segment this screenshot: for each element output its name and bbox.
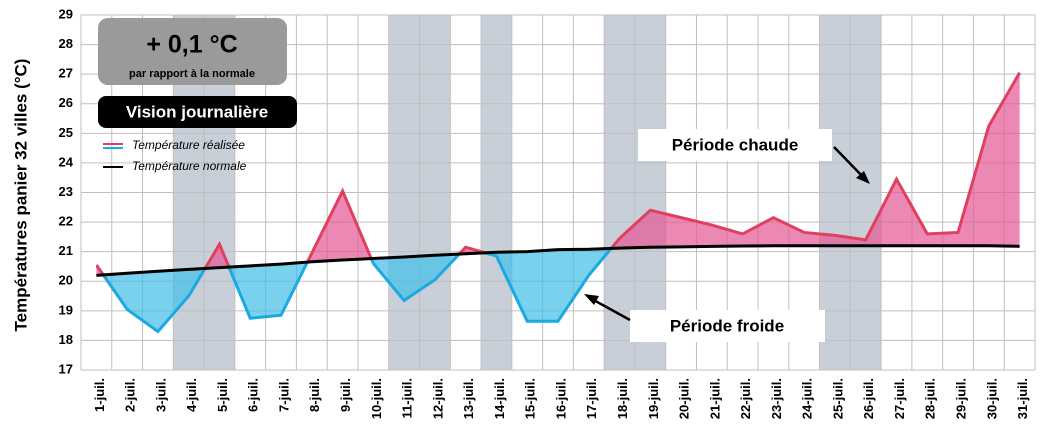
y-tick-label: 17	[59, 361, 73, 376]
y-tick-label: 22	[59, 214, 73, 229]
x-tick-label: 11-juil.	[400, 378, 415, 418]
y-tick-label: 21	[59, 243, 73, 258]
annotation-arrowhead	[584, 294, 599, 305]
y-tick-label: 20	[59, 273, 73, 288]
x-tick-label: 6-juil.	[246, 378, 261, 412]
y-tick-label: 26	[59, 95, 73, 110]
y-tick-label: 29	[59, 6, 73, 21]
x-tick-label: 3-juil.	[153, 378, 168, 412]
line-realized	[95, 71, 1021, 276]
x-tick-label: 9-juil.	[338, 378, 353, 412]
x-tick-label: 24-juil.	[800, 378, 815, 419]
y-tick-label: 25	[59, 125, 73, 140]
x-tick-label: 15-juil.	[523, 378, 538, 419]
annotation: Période froide	[670, 316, 784, 335]
x-tick-label: 5-juil.	[215, 378, 230, 412]
plot-layer	[95, 71, 1021, 334]
x-tick-label: 29-juil.	[954, 378, 969, 419]
x-tick-label: 14-juil.	[492, 378, 507, 419]
x-tick-label: 16-juil.	[553, 378, 568, 419]
mode-label: Vision journalière	[126, 102, 268, 121]
x-tick-label: 28-juil.	[923, 378, 938, 419]
line-normal	[96, 244, 1020, 277]
x-tick-label: 27-juil.	[892, 378, 907, 419]
x-tick-label: 30-juil.	[984, 378, 999, 419]
legend-label: Température normale	[132, 159, 247, 173]
x-tick-label: 23-juil.	[769, 378, 784, 419]
summary-box	[98, 18, 287, 85]
y-tick-label: 23	[59, 184, 73, 199]
x-tick-label: 17-juil.	[584, 378, 599, 419]
x-tick-label: 31-juil.	[1015, 378, 1030, 419]
line-realized	[95, 245, 1021, 334]
x-tick-label: 8-juil.	[307, 378, 322, 412]
x-tick-label: 21-juil.	[707, 378, 722, 419]
x-tick-label: 1-juil.	[92, 378, 107, 412]
area-below	[96, 245, 1020, 332]
x-tick-label: 25-juil.	[830, 378, 845, 419]
x-tick-label: 26-juil.	[861, 378, 876, 419]
x-tick-label: 7-juil.	[276, 378, 291, 412]
y-tick-label: 19	[59, 302, 73, 317]
annotation: Période chaude	[672, 135, 799, 154]
mode-box	[98, 96, 297, 128]
y-tick-label: 28	[59, 36, 73, 51]
x-tick-label: 22-juil.	[738, 378, 753, 419]
x-tick-label: 12-juil.	[430, 378, 445, 419]
summary-caption: par rapport à la normale	[129, 68, 255, 80]
x-tick-label: 4-juil.	[184, 378, 199, 412]
legend: Température réalisée Température normale	[103, 138, 247, 173]
x-tick-label: 18-juil.	[615, 378, 630, 419]
x-tick-label: 13-juil.	[461, 378, 476, 419]
annotation-box	[630, 310, 825, 342]
y-tick-label: 27	[59, 66, 73, 81]
legend-label: Température réalisée	[132, 138, 245, 152]
x-tick-label: 20-juil.	[677, 378, 692, 419]
y-axis-label: Températures panier 32 villes (°C)	[11, 59, 30, 332]
y-tick-label: 18	[59, 332, 73, 347]
x-tick-label: 19-juil.	[646, 378, 661, 419]
x-tick-label: 2-juil.	[123, 378, 138, 412]
x-tick-label: 10-juil.	[369, 378, 384, 419]
annotation-arrowhead	[856, 171, 870, 184]
annotation-box	[638, 129, 832, 161]
y-tick-label: 24	[59, 154, 74, 169]
annotation-arrow	[589, 296, 631, 322]
summary-value: + 0,1 °C	[146, 31, 237, 59]
